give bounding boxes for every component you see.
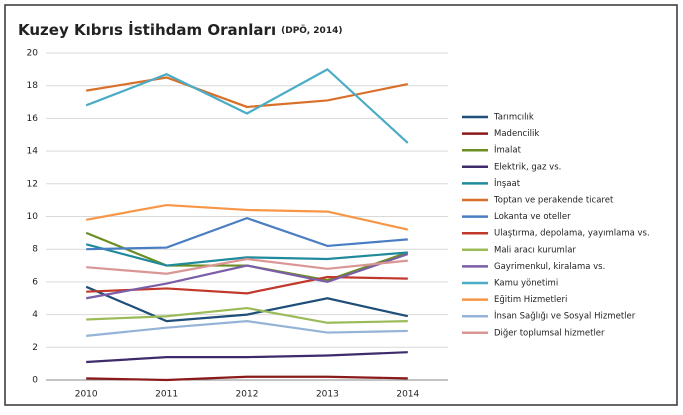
y-tick-label: 14	[27, 147, 39, 157]
x-tick-label: 2014	[396, 390, 419, 400]
legend-label: Elektrik, gaz vs.	[494, 162, 561, 172]
x-tick-label: 2013	[316, 390, 339, 400]
series-line	[86, 216, 408, 251]
legend-label: Gayrimenkul, kiralama vs.	[494, 262, 605, 272]
series-line	[86, 375, 408, 382]
series-line	[86, 351, 408, 364]
series-line	[85, 243, 408, 267]
y-tick-label: 18	[27, 81, 39, 91]
y-tick-label: 0	[32, 376, 38, 386]
series-line	[85, 285, 409, 323]
series-line	[86, 257, 408, 275]
legend-label: Madencilik	[494, 129, 539, 139]
legend-label: İnşaat	[494, 178, 521, 189]
chart-frame	[4, 4, 678, 406]
legend-label: Eğitim Hizmetleri	[494, 295, 567, 305]
y-tick-label: 10	[27, 212, 39, 222]
x-tick-label: 2011	[155, 390, 178, 400]
legend-label: Kamu yönetimi	[494, 279, 558, 289]
y-tick-label: 4	[32, 310, 38, 320]
y-tick-label: 20	[27, 49, 39, 59]
legend-label: Ulaştırma, depolama, yayımlama vs.	[494, 229, 650, 239]
subtitle-text: (DPÖ, 2014)	[281, 25, 342, 36]
legend-label: Mali aracı kurumlar	[494, 245, 576, 255]
y-tick-label: 16	[27, 114, 39, 124]
series-line	[86, 253, 409, 300]
series-line	[85, 68, 409, 144]
series-line	[86, 306, 408, 324]
y-tick-label: 8	[32, 245, 38, 255]
chart-title: Kuzey Kıbrıs İstihdam Oranları (DPÖ, 2014…	[18, 20, 342, 39]
legend-label: İnsan Sağlığı ve Sosyal Hizmetler	[494, 311, 636, 322]
y-tick-label: 12	[27, 179, 38, 189]
legend-label: Lokanta ve oteller	[494, 212, 571, 222]
x-tick-label: 2012	[236, 390, 259, 400]
y-tick-label: 6	[32, 277, 38, 287]
legend-label: İmalat	[494, 145, 522, 156]
title-text: Kuzey Kıbrıs İstihdam Oranları	[18, 20, 276, 39]
series-line	[86, 203, 409, 231]
legend-label: Diğer toplumsal hizmetler	[494, 328, 605, 338]
legend-label: Tarımcılık	[493, 113, 534, 123]
series-line	[86, 320, 408, 337]
legend-label: Toptan ve perakende ticaret	[493, 196, 614, 206]
x-tick-label: 2010	[75, 390, 98, 400]
y-tick-label: 2	[32, 343, 38, 353]
